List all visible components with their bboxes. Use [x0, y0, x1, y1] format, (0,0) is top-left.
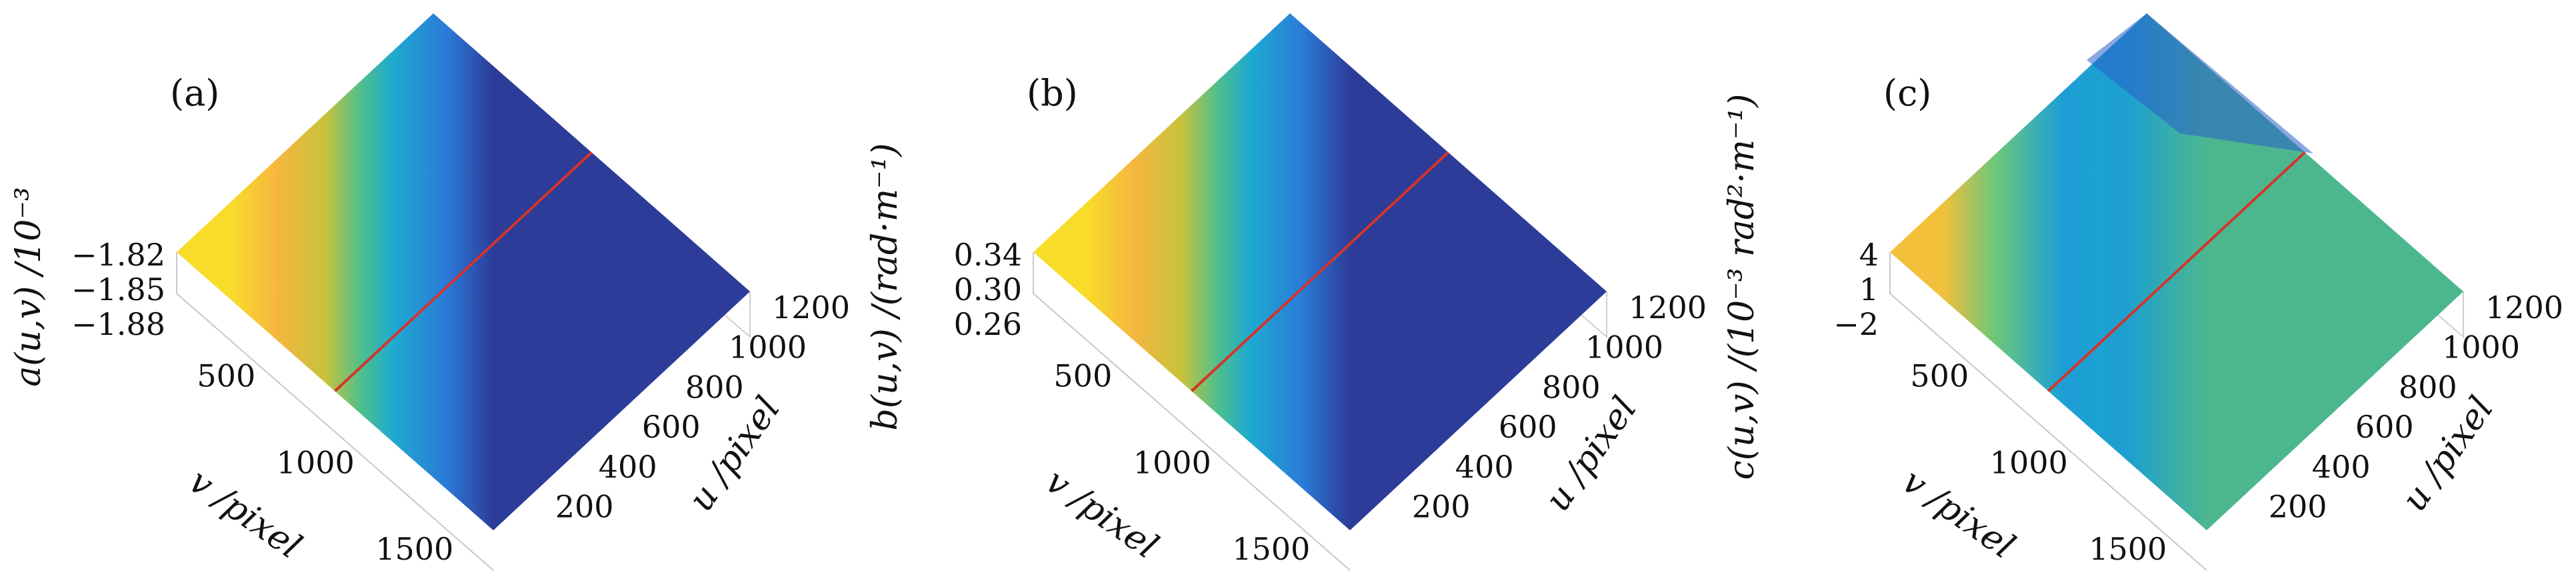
z-tick-label: −1.85: [71, 271, 165, 308]
u-tick-label: 200: [555, 489, 614, 525]
v-tick-label: 500: [1053, 358, 1112, 394]
red-line: [1190, 151, 1449, 392]
surface-panel-1: 5001000150020040060080010001200−1.82−1.8…: [9, 13, 850, 571]
front-box-edge: [1889, 252, 2207, 571]
z-tick-label: −1.88: [71, 306, 165, 342]
u-tick-label: 1000: [2442, 330, 2520, 366]
z-tick-label: −1.82: [71, 237, 165, 273]
panel-label: (c): [1883, 72, 1931, 114]
u-tick-label: 800: [685, 369, 744, 405]
v-tick-label: 500: [1910, 358, 1969, 394]
u-tick-label: 400: [2312, 449, 2371, 485]
u-tick-label: 800: [1542, 369, 1601, 405]
u-tick-label: 200: [2269, 489, 2327, 525]
u-tick-label: 1200: [2485, 290, 2563, 326]
u-tick-label: 1200: [772, 290, 850, 326]
z-tick-label: −2: [1833, 306, 1879, 342]
u-tick-label: 600: [2355, 409, 2414, 445]
front-box-edge: [176, 252, 494, 571]
v-tick-label: 1500: [2089, 531, 2167, 567]
red-line: [333, 151, 593, 392]
v-tick-label: 1000: [1133, 444, 1211, 480]
u-tick-label: 400: [599, 449, 657, 485]
v-tick-label: 1000: [277, 444, 355, 480]
z-axis-title: b(u,v) /(rad·m⁻¹): [865, 143, 905, 430]
z-tick-label: 0.26: [954, 306, 1022, 342]
u-tick-label: 600: [1499, 409, 1557, 445]
u-tick-label: 1200: [1629, 290, 1707, 326]
v-tick-label: 1500: [1232, 531, 1310, 567]
front-box-edge: [1033, 252, 1351, 571]
red-line: [2047, 151, 2306, 392]
surface-panel-2: 50010001500200400600800100012000.340.300…: [865, 13, 1707, 571]
v-tick-label: 500: [197, 358, 255, 394]
u-tick-label: 1000: [729, 330, 807, 366]
surface-shading: [2087, 13, 2313, 153]
z-tick-label: 1: [1859, 271, 1879, 308]
v-tick-label: 1500: [375, 531, 453, 567]
panel-label: (b): [1027, 72, 1078, 114]
panel-label: (a): [170, 72, 219, 114]
surface-panel-3: 500100015002004006008001000120041−2(c)c(…: [1722, 13, 2563, 571]
z-axis-title: a(u,v) /10⁻³: [9, 187, 49, 386]
u-tick-label: 600: [642, 409, 701, 445]
z-axis-title: c(u,v) /(10⁻³ rad²·m⁻¹): [1722, 94, 1762, 480]
u-tick-label: 1000: [1585, 330, 1663, 366]
z-tick-label: 4: [1859, 237, 1879, 273]
z-tick-label: 0.30: [954, 271, 1022, 308]
u-tick-label: 200: [1412, 489, 1471, 525]
u-tick-label: 400: [1455, 449, 1514, 485]
u-tick-label: 800: [2399, 369, 2457, 405]
v-tick-label: 1000: [1990, 444, 2068, 480]
z-tick-label: 0.34: [954, 237, 1022, 273]
